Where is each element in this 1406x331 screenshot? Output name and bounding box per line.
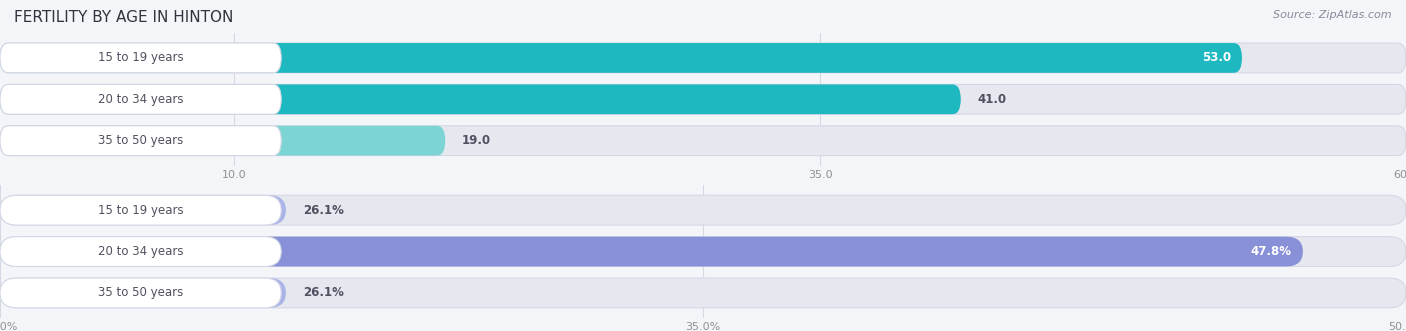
FancyBboxPatch shape	[0, 278, 281, 308]
FancyBboxPatch shape	[0, 43, 1406, 73]
Text: 20 to 34 years: 20 to 34 years	[98, 93, 183, 106]
Text: 47.8%: 47.8%	[1251, 245, 1292, 258]
Text: 41.0: 41.0	[977, 93, 1007, 106]
FancyBboxPatch shape	[0, 237, 1303, 266]
Text: Source: ZipAtlas.com: Source: ZipAtlas.com	[1274, 10, 1392, 20]
Text: 19.0: 19.0	[463, 134, 491, 147]
Text: 15 to 19 years: 15 to 19 years	[98, 204, 183, 217]
FancyBboxPatch shape	[0, 84, 281, 114]
FancyBboxPatch shape	[0, 195, 285, 225]
Text: 26.1%: 26.1%	[302, 286, 343, 300]
FancyBboxPatch shape	[0, 84, 1406, 114]
FancyBboxPatch shape	[0, 84, 960, 114]
FancyBboxPatch shape	[0, 126, 1406, 156]
FancyBboxPatch shape	[0, 237, 1406, 266]
Text: 15 to 19 years: 15 to 19 years	[98, 51, 183, 65]
FancyBboxPatch shape	[0, 195, 1406, 225]
FancyBboxPatch shape	[0, 278, 285, 308]
FancyBboxPatch shape	[0, 126, 281, 156]
FancyBboxPatch shape	[0, 237, 281, 266]
Text: 26.1%: 26.1%	[302, 204, 343, 217]
Text: 53.0: 53.0	[1202, 51, 1230, 65]
FancyBboxPatch shape	[0, 195, 281, 225]
FancyBboxPatch shape	[0, 43, 281, 73]
FancyBboxPatch shape	[0, 43, 1241, 73]
Text: 35 to 50 years: 35 to 50 years	[98, 286, 183, 300]
Text: 35 to 50 years: 35 to 50 years	[98, 134, 183, 147]
FancyBboxPatch shape	[0, 126, 446, 156]
FancyBboxPatch shape	[0, 278, 1406, 308]
Text: 20 to 34 years: 20 to 34 years	[98, 245, 183, 258]
Text: FERTILITY BY AGE IN HINTON: FERTILITY BY AGE IN HINTON	[14, 10, 233, 25]
